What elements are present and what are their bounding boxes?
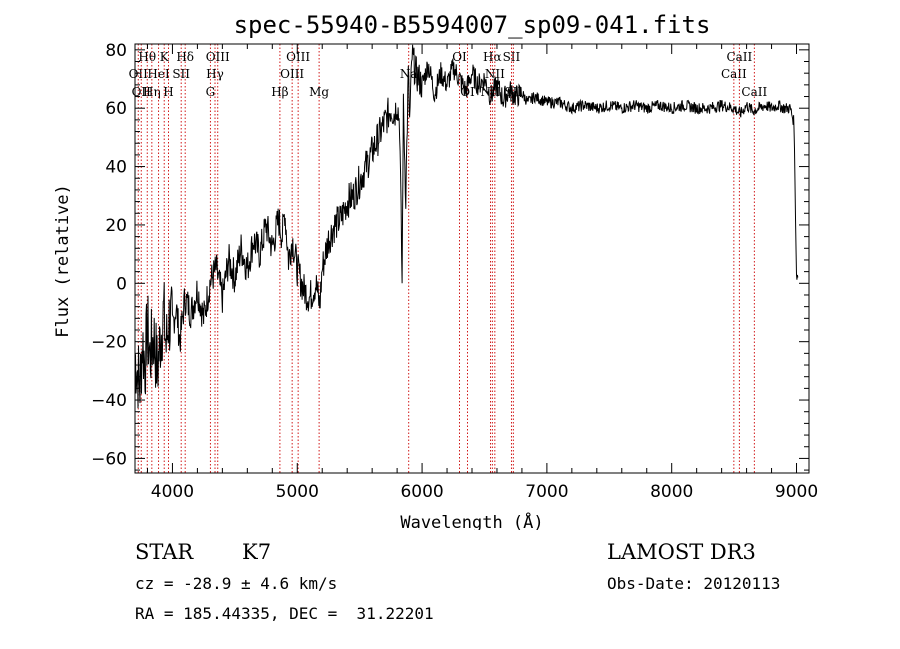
spectral-lines-layer: OII OII Hθ Hη HeI K H SII Hδ G Hγ OIII Hβ OIII OIII Mg N…	[129, 44, 767, 473]
x-tick-label-0: 4000	[151, 482, 194, 502]
x-tick-label-2: 6000	[400, 482, 443, 502]
spectral-line-label-3: Hη	[143, 85, 161, 99]
x-tick-label-1: 5000	[276, 482, 319, 502]
y-tick-label-3: 0	[116, 274, 127, 294]
spectral-line-label-21: NII	[485, 67, 505, 81]
spectral-line-label-11: OIII	[206, 50, 230, 64]
y-tick-label-5: 40	[105, 158, 127, 178]
spectral-line-label-20: Hα	[483, 50, 502, 64]
spectral-line-label-12: Hβ	[271, 85, 288, 99]
x-tick-label-3: 7000	[525, 482, 568, 502]
spectral-line-label-5: K	[160, 50, 170, 64]
obs-date: Obs-Date: 20120113	[607, 574, 781, 593]
spectral-line-label-18: OI	[460, 85, 475, 99]
survey-name: LAMOST DR3	[607, 540, 756, 564]
spectral-line-label-13: OIII	[280, 67, 304, 81]
y-tick-label-1: −40	[91, 391, 127, 411]
spectral-line-label-24: CaII	[721, 67, 747, 81]
spectral-line-label-0: OII	[129, 67, 149, 81]
object-class: STAR	[135, 540, 194, 564]
x-axis-title: Wavelength (Å)	[400, 511, 543, 530]
spectral-line-label-4: HeI	[147, 67, 170, 81]
y-axis-title: Flux (relative)	[53, 184, 73, 338]
object-subclass: K7	[242, 540, 272, 564]
spectral-line-label-9: G	[206, 85, 216, 99]
axes-layer: 4000 5000 6000 7000 8000 9000 −60 −40 −20 0 20 40 60…	[91, 41, 818, 502]
spectrum-chart: spec-55940-B5594007_sp09-041.fits OIIOII…	[53, 11, 818, 530]
spectral-line-label-26: CaII	[741, 85, 767, 99]
spectral-line-label-10: Hγ	[206, 67, 224, 81]
y-tick-label-7: 80	[105, 41, 127, 61]
spectral-line-label-6: H	[163, 85, 173, 99]
spectral-line-label-15: Mg	[309, 85, 329, 99]
spectral-line-label-1: OII	[132, 85, 152, 99]
chart-title: spec-55940-B5594007_sp09-041.fits	[234, 11, 711, 39]
x-tick-label-5: 9000	[775, 482, 818, 502]
redshift-text: cz = -28.9 ± 4.6 km/s	[135, 574, 338, 593]
spectral-line-label-17: OI	[452, 50, 467, 64]
x-tick-label-4: 8000	[650, 482, 693, 502]
y-tick-label-4: 20	[105, 216, 127, 236]
series-line-0	[134, 44, 799, 409]
y-tick-label-2: −20	[91, 333, 127, 353]
spectral-line-label-7: SII	[172, 67, 190, 81]
y-tick-label-6: 60	[105, 99, 127, 119]
spectral-line-label-22: SII	[503, 50, 521, 64]
spectral-line-label-25: CaII	[726, 50, 752, 64]
spectral-line-label-14: OIII	[286, 50, 310, 64]
coordinates: RA = 185.44335, DEC = 31.22201	[135, 604, 434, 623]
spectral-line-label-2: Hθ	[138, 50, 156, 64]
series-layer	[134, 44, 799, 409]
spectral-line-label-8: Hδ	[176, 50, 194, 64]
y-tick-label-0: −60	[91, 449, 127, 469]
